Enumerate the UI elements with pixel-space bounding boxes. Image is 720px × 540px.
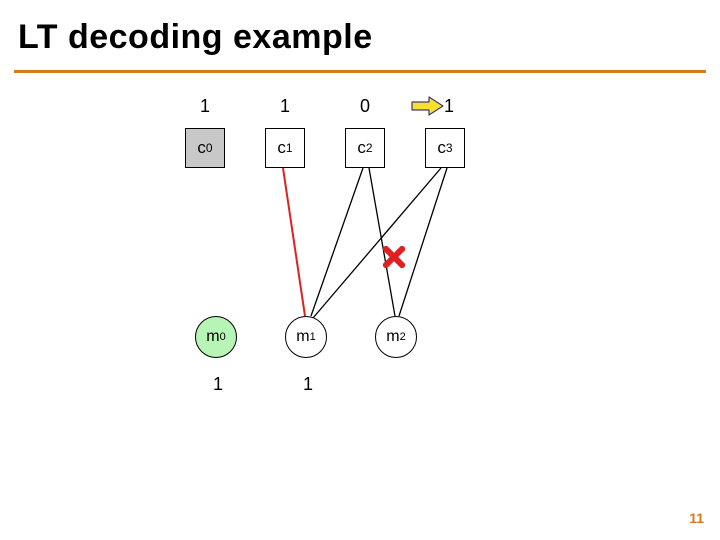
edge-c2-m2 [369, 168, 395, 316]
c-node-c2: c2 [345, 128, 385, 168]
lt-decoding-diagram: 1 c0 1 c1 0 c2 1 c3 m0 1 m1 1 m2 [165, 88, 525, 438]
top-value-c0: 1 [200, 96, 210, 117]
edge-c2-m1 [311, 168, 363, 316]
slide-title: LT decoding example [18, 18, 373, 57]
c-node-c3: c3 [425, 128, 465, 168]
bottom-value-m0: 1 [213, 374, 223, 395]
c-node-c1: c1 [265, 128, 305, 168]
m-node-m1: m1 [285, 316, 327, 358]
top-value-c2: 0 [360, 96, 370, 117]
edge-c3-m2 [399, 168, 447, 316]
edge-c3-m1 [313, 168, 441, 318]
c-node-c0: c0 [185, 128, 225, 168]
bottom-value-m1: 1 [303, 374, 313, 395]
title-rule [14, 70, 706, 73]
top-value-c1: 1 [280, 96, 290, 117]
m-node-m0: m0 [195, 316, 237, 358]
cross-icon [383, 246, 405, 268]
m-node-m2: m2 [375, 316, 417, 358]
top-value-c3: 1 [444, 96, 454, 117]
arrow-icon [411, 96, 445, 116]
edge-c1-m1 [283, 168, 305, 316]
page-number: 11 [689, 510, 704, 526]
